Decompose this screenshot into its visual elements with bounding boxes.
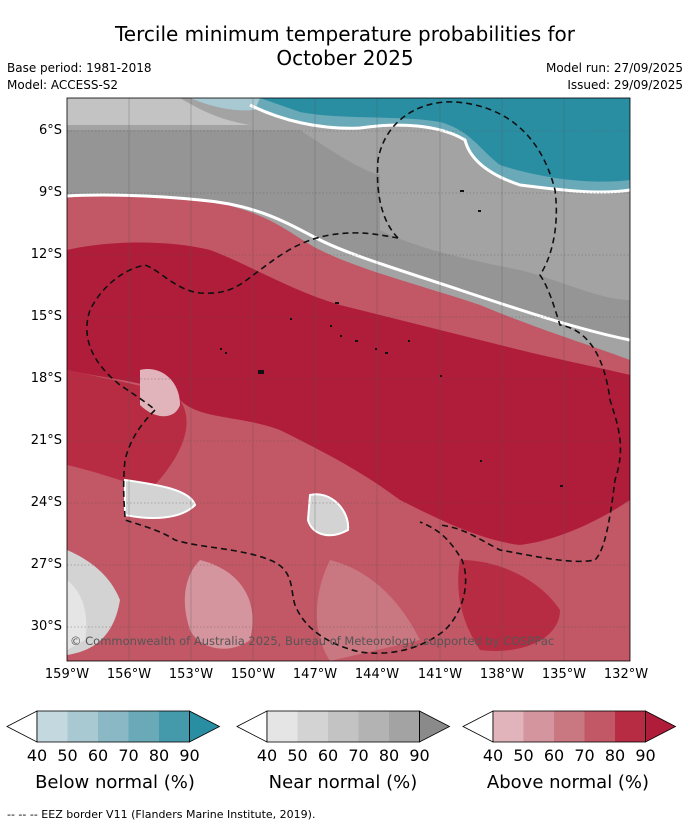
- lat-label: 6°S: [38, 123, 62, 138]
- weak-patch-3: [316, 560, 420, 661]
- colorbar-tick-label: 40: [482, 746, 504, 765]
- colorbar-tick-label: 80: [148, 746, 170, 765]
- lon-label: 147°W: [292, 667, 338, 682]
- colorbar-tick-label: 70: [574, 746, 595, 765]
- colorbar-segment: [523, 711, 555, 742]
- issued-date: Issued: 29/09/2025: [567, 78, 683, 92]
- lat-label: 9°S: [38, 185, 62, 200]
- colorbar-segment: [328, 711, 359, 742]
- below-normal-weak: [190, 98, 260, 111]
- lat-label: 15°S: [30, 309, 62, 324]
- forecast-field: [67, 98, 630, 661]
- lat-label: 27°S: [30, 557, 62, 572]
- islands: [220, 190, 563, 487]
- above-normal-title: Above normal (%): [486, 772, 650, 793]
- copyright-text: © Commonwealth of Australia 2025, Bureau…: [70, 634, 555, 648]
- eez-borders: [86, 101, 622, 654]
- near-normal-island: [306, 493, 350, 537]
- title-line-2: October 2025: [276, 46, 414, 70]
- colorbar-tick-label: 80: [378, 746, 400, 765]
- colorbar-frame: [266, 710, 420, 743]
- below-normal-title: Below normal (%): [35, 772, 195, 793]
- colorbar-tick-label: 50: [57, 746, 78, 765]
- near-normal-weak: [67, 98, 250, 125]
- colorbar-segment: [297, 711, 329, 742]
- colorbar-tick-label: 50: [513, 746, 534, 765]
- lat-label: 24°S: [30, 495, 62, 510]
- colorbar-tick-label: 90: [409, 746, 430, 765]
- below-normal-strong: [260, 98, 630, 182]
- weak-patch-1: [140, 369, 180, 417]
- colorbar-segment: [37, 711, 68, 742]
- colorbar-max-arrow: [189, 710, 221, 743]
- colorbar-segment: [493, 711, 524, 742]
- colorbar-max-arrow: [419, 710, 451, 743]
- colorbar-tick-label: 90: [179, 746, 200, 765]
- colorbar-near: [236, 710, 451, 743]
- colorbar-frame: [36, 710, 190, 743]
- near-normal-title: Near normal (%): [268, 772, 418, 793]
- colorbar-segment: [267, 711, 298, 742]
- near-normal-sw-weak: [67, 580, 87, 650]
- colorbar-tick-label: 60: [317, 746, 339, 765]
- meta-left: Base period: 1981-2018 Model: ACCESS-S2: [7, 60, 152, 94]
- colorbar-segment: [554, 711, 585, 742]
- lon-label: 135°W: [541, 667, 587, 682]
- strong-patch-se: [458, 560, 560, 651]
- colorbar-segment: [389, 711, 420, 742]
- near-normal-west: [124, 478, 197, 519]
- colorbar-min-arrow: [236, 710, 268, 743]
- colorbar-segment: [159, 711, 190, 742]
- map-frame: [66, 97, 631, 662]
- lon-label: 156°W: [106, 667, 152, 682]
- lon-label: 138°W: [479, 667, 525, 682]
- colorbar-segment: [358, 711, 390, 742]
- map-title: Tercile minimum temperature probabilitie…: [0, 22, 690, 70]
- colorbar-tick-label: 90: [635, 746, 656, 765]
- lat-label: 12°S: [30, 247, 62, 262]
- colorbar-frame: [492, 710, 646, 743]
- colorbar-min-arrow: [462, 710, 494, 743]
- colorbar-tick-label: 60: [543, 746, 565, 765]
- above-normal-core: [67, 242, 630, 545]
- title-line-1: Tercile minimum temperature probabilitie…: [114, 22, 576, 46]
- base-period: Base period: 1981-2018: [7, 61, 152, 75]
- colorbar-tick-label: 80: [604, 746, 626, 765]
- colorbar-segment: [98, 711, 129, 742]
- near-normal-strong: [67, 130, 630, 340]
- lon-label: 144°W: [354, 667, 400, 682]
- colorbar-tick-label: 40: [256, 746, 278, 765]
- lat-label: 21°S: [30, 433, 62, 448]
- lat-label: 18°S: [30, 371, 62, 386]
- colorbar-above: [462, 710, 677, 743]
- colorbar-tick-label: 60: [87, 746, 109, 765]
- model-run: Model run: 27/09/2025: [545, 61, 683, 75]
- colorbar-tick-label: 70: [348, 746, 369, 765]
- eez-footer-note: -- -- -- EEZ border V11 (Flanders Marine…: [7, 808, 316, 821]
- lon-label: 132°W: [603, 667, 649, 682]
- weak-patch-2: [184, 560, 253, 649]
- lat-gridlines: [67, 130, 630, 628]
- lon-label: 141°W: [417, 667, 463, 682]
- colorbar-tick-label: 40: [26, 746, 48, 765]
- model-name: Model: ACCESS-S2: [7, 78, 119, 92]
- lon-gridlines: [128, 98, 565, 661]
- colorbar-segment: [67, 711, 99, 742]
- lat-label: 30°S: [30, 619, 62, 634]
- lon-label: 153°W: [168, 667, 214, 682]
- colorbar-segment: [128, 711, 160, 742]
- colorbar-tick-label: 70: [118, 746, 139, 765]
- colorbar-below: [6, 710, 221, 743]
- lon-label: 159°W: [44, 667, 90, 682]
- colorbar-segment: [615, 711, 646, 742]
- colorbar-tick-label: 50: [287, 746, 308, 765]
- colorbar-segment: [584, 711, 616, 742]
- lon-label: 150°W: [230, 667, 276, 682]
- colorbar-min-arrow: [6, 710, 38, 743]
- meta-right: Model run: 27/09/2025 Issued: 29/09/2025: [546, 60, 683, 94]
- colorbar-max-arrow: [645, 710, 677, 743]
